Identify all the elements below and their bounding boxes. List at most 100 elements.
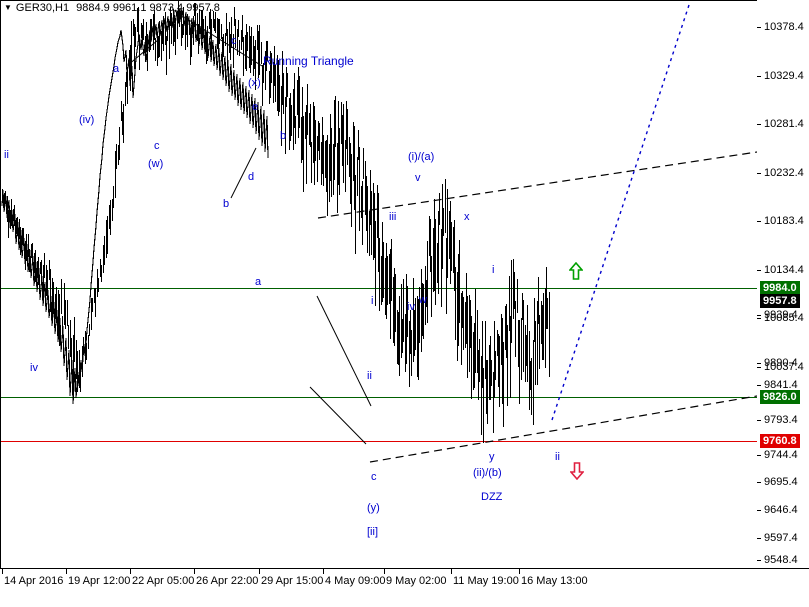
price-tick [757, 385, 761, 386]
time-tick [451, 569, 452, 574]
time-tick [2, 569, 3, 574]
price-label: 9760.8 [760, 434, 800, 448]
time-tick [519, 569, 520, 574]
wave-label: (y) [367, 502, 380, 514]
wave-label: DZZ [481, 491, 503, 503]
price-tick [757, 363, 761, 364]
wave-label: c [371, 471, 377, 483]
time-tick [259, 569, 260, 574]
time-label: 16 May 13:00 [521, 575, 588, 587]
price-label: 10183.4 [764, 215, 804, 227]
price-tick [757, 560, 761, 561]
plot-border-top [0, 0, 757, 1]
ohlc-quote-label: 9884.9 9961.1 9873.4 9957.8 [76, 1, 220, 14]
pointer-c2 [309, 386, 367, 445]
time-label: 19 Apr 12:00 [68, 575, 131, 587]
wave-label: ii [555, 451, 560, 463]
wave-label: (iv) [79, 114, 95, 126]
time-label: 22 Apr 05:00 [132, 575, 195, 587]
wave-label: d [248, 171, 255, 183]
price-label: 10037.4 [764, 361, 804, 373]
wave-label: ii [367, 370, 372, 382]
pointer-c1 [316, 295, 372, 407]
wave-label: c [231, 35, 237, 47]
price-label: 10134.4 [764, 264, 804, 276]
time-label: 9 May 02:00 [386, 575, 447, 587]
price-axis[interactable]: 10378.4 10329.4 10281.4 10232.4 10183.4 10134… [757, 0, 809, 568]
price-tick [757, 538, 761, 539]
wave-label: (i)/(a) [408, 151, 435, 163]
price-label: 9939.4 [764, 309, 798, 321]
wave-label: iv [30, 362, 38, 374]
wave-label: v [415, 172, 421, 184]
price-label: 9597.4 [764, 532, 798, 544]
buy-arrow[interactable] [569, 262, 583, 280]
trendline-lower-channel [369, 395, 757, 463]
price-label: 10329.4 [764, 70, 804, 82]
price-tick [757, 367, 761, 368]
price-tick [757, 315, 761, 316]
wave-label: i [371, 295, 374, 307]
price-tick [757, 124, 761, 125]
price-tick [757, 482, 761, 483]
price-label: 10281.4 [764, 118, 804, 130]
time-label: 11 May 19:00 [453, 575, 519, 587]
wave-label: c [154, 140, 160, 152]
wave-label: e [252, 101, 259, 113]
price-label: 9957.8 [760, 294, 800, 308]
price-label: 9826.0 [760, 390, 800, 404]
candlestick-series [1, 1, 757, 463]
time-label: 14 Apr 2016 [4, 575, 64, 587]
caret-down-icon[interactable]: ▼ [4, 2, 12, 12]
trendline-upper-channel [317, 151, 757, 219]
wave-label: (w) [148, 158, 164, 170]
wave-label: b [223, 198, 230, 210]
price-label: 9793.4 [764, 414, 798, 426]
price-tick [757, 455, 761, 456]
wave-label: b [280, 130, 287, 142]
sell-arrow[interactable] [570, 462, 584, 480]
price-tick [757, 173, 761, 174]
price-label: 9841.4 [764, 379, 798, 391]
pointer-a [127, 39, 159, 66]
pointer-b [230, 147, 257, 199]
projection-path [551, 1, 691, 421]
time-tick [66, 569, 67, 574]
price-label: 10232.4 [764, 167, 804, 179]
wave-label: i [492, 264, 495, 276]
wave-label: iv [407, 301, 415, 313]
time-tick [323, 569, 324, 574]
price-tick [757, 510, 761, 511]
plot-border-left [0, 0, 1, 568]
wave-label: y [489, 451, 495, 463]
wave-label: a [113, 63, 120, 75]
wave-label: iii [389, 211, 397, 223]
price-chart-plot[interactable]: ii iv (iv) a c (w) c Running Triangle (x) e b d b a i i… [0, 0, 757, 568]
time-axis[interactable]: 14 Apr 2016 19 Apr 12:00 22 Apr 05:00 26 Ap… [0, 569, 809, 607]
wave-label: (x) [248, 77, 261, 89]
price-label: 9984.0 [760, 281, 800, 295]
price-label: 9890.4 [764, 357, 798, 369]
price-label: 9695.4 [764, 476, 798, 488]
price-label: 9548.4 [764, 554, 798, 566]
level-line-resistance [0, 288, 757, 289]
wave-label: Running Triangle [263, 54, 354, 68]
price-tick [757, 420, 761, 421]
time-tick [194, 569, 195, 574]
price-tick [757, 221, 761, 222]
price-label: 10378.4 [764, 21, 804, 33]
wave-label: (ii)/(b) [473, 467, 502, 479]
chart-header: ▼ GER30,H1 9884.9 9961.1 9873.4 9957.8 [4, 1, 220, 14]
price-tick [757, 270, 761, 271]
level-line-support [0, 397, 757, 398]
price-bars [2, 1, 550, 443]
price-label: 9646.4 [764, 504, 798, 516]
symbol-label: GER30,H1 [15, 1, 70, 14]
plot-border-bottom [0, 568, 809, 569]
time-tick [384, 569, 385, 574]
trendline-triangle-upper [172, 9, 263, 67]
time-label: 26 Apr 22:00 [196, 575, 259, 587]
wave-label: a [255, 276, 262, 288]
time-label: 29 Apr 15:00 [261, 575, 324, 587]
